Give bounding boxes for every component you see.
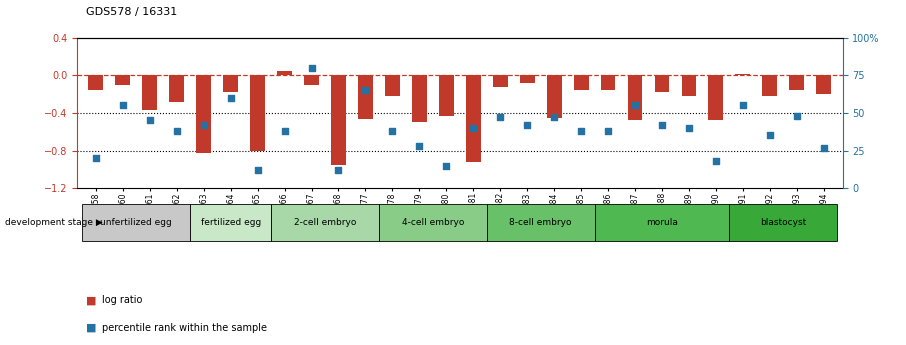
Point xyxy=(89,155,103,161)
Text: GDS578 / 16331: GDS578 / 16331 xyxy=(86,7,178,17)
Bar xyxy=(601,76,615,90)
Text: blastocyst: blastocyst xyxy=(760,218,806,227)
Bar xyxy=(250,76,265,150)
Text: morula: morula xyxy=(646,218,678,227)
Bar xyxy=(628,76,642,120)
Bar xyxy=(573,76,589,90)
Point xyxy=(142,118,157,123)
Bar xyxy=(89,76,103,90)
Bar xyxy=(520,76,535,83)
Text: log ratio: log ratio xyxy=(102,295,143,305)
Point xyxy=(736,103,750,108)
Bar xyxy=(762,76,777,96)
Point xyxy=(547,115,562,120)
Point xyxy=(332,167,346,173)
Bar xyxy=(169,76,184,102)
Text: percentile rank within the sample: percentile rank within the sample xyxy=(102,323,267,333)
Point xyxy=(816,145,831,150)
Bar xyxy=(277,71,292,76)
Bar xyxy=(379,204,487,241)
Text: 4-cell embryo: 4-cell embryo xyxy=(401,218,464,227)
Bar xyxy=(197,76,211,153)
Point xyxy=(304,65,319,71)
Bar xyxy=(729,204,837,241)
Bar xyxy=(439,76,454,116)
Bar xyxy=(466,76,481,162)
Text: development stage ▶: development stage ▶ xyxy=(5,218,102,227)
Bar xyxy=(594,204,729,241)
Bar xyxy=(331,76,346,165)
Bar xyxy=(546,76,562,118)
Text: ■: ■ xyxy=(86,295,97,305)
Point xyxy=(116,103,130,108)
Bar xyxy=(190,204,271,241)
Bar xyxy=(487,204,594,241)
Bar xyxy=(412,76,427,122)
Text: 2-cell embryo: 2-cell embryo xyxy=(294,218,356,227)
Bar xyxy=(223,76,238,92)
Point xyxy=(197,122,211,128)
Point xyxy=(250,167,265,173)
Bar xyxy=(82,204,190,241)
Point xyxy=(169,128,184,134)
Point xyxy=(358,88,372,93)
Point xyxy=(439,163,454,168)
Point xyxy=(385,128,400,134)
Bar xyxy=(654,76,670,92)
Bar xyxy=(358,76,373,119)
Bar xyxy=(708,76,723,120)
Bar xyxy=(681,76,697,96)
Point xyxy=(628,103,642,108)
Bar xyxy=(385,76,400,96)
Bar xyxy=(271,204,379,241)
Point xyxy=(520,122,535,128)
Bar xyxy=(493,76,507,87)
Text: ■: ■ xyxy=(86,323,97,333)
Point xyxy=(466,125,480,131)
Point xyxy=(412,143,427,149)
Text: unfertilized egg: unfertilized egg xyxy=(101,218,172,227)
Point xyxy=(573,128,588,134)
Point xyxy=(277,128,292,134)
Bar xyxy=(115,76,130,85)
Point xyxy=(493,115,507,120)
Point xyxy=(789,113,804,119)
Point xyxy=(763,133,777,138)
Text: 8-cell embryo: 8-cell embryo xyxy=(509,218,572,227)
Text: fertilized egg: fertilized egg xyxy=(200,218,261,227)
Point xyxy=(601,128,615,134)
Bar xyxy=(304,76,319,85)
Bar xyxy=(736,73,750,76)
Bar xyxy=(789,76,805,90)
Point xyxy=(681,125,696,131)
Point xyxy=(655,122,670,128)
Bar xyxy=(142,76,158,110)
Point xyxy=(708,158,723,164)
Point xyxy=(224,95,238,101)
Bar xyxy=(816,76,831,94)
